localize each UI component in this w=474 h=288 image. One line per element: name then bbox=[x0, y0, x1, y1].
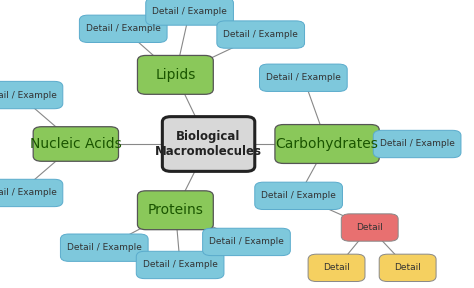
FancyBboxPatch shape bbox=[202, 228, 290, 256]
Text: Detail: Detail bbox=[323, 263, 350, 272]
Text: Detail: Detail bbox=[356, 223, 383, 232]
FancyBboxPatch shape bbox=[259, 64, 347, 92]
FancyBboxPatch shape bbox=[61, 234, 148, 262]
FancyBboxPatch shape bbox=[0, 179, 63, 207]
Text: Nucleic Acids: Nucleic Acids bbox=[30, 137, 122, 151]
Text: Detail / Example: Detail / Example bbox=[0, 188, 56, 198]
Text: Detail / Example: Detail / Example bbox=[86, 24, 161, 33]
FancyBboxPatch shape bbox=[255, 182, 342, 210]
FancyBboxPatch shape bbox=[379, 254, 436, 282]
FancyBboxPatch shape bbox=[0, 81, 63, 109]
Text: Detail / Example: Detail / Example bbox=[143, 260, 218, 270]
FancyBboxPatch shape bbox=[162, 117, 255, 171]
FancyBboxPatch shape bbox=[33, 127, 118, 161]
Text: Detail / Example: Detail / Example bbox=[0, 90, 56, 100]
FancyBboxPatch shape bbox=[137, 55, 213, 94]
FancyBboxPatch shape bbox=[275, 124, 379, 164]
Text: Proteins: Proteins bbox=[147, 203, 203, 217]
Text: Lipids: Lipids bbox=[155, 68, 196, 82]
Text: Detail / Example: Detail / Example bbox=[152, 7, 227, 16]
Text: Biological
Macromolecules: Biological Macromolecules bbox=[155, 130, 262, 158]
FancyBboxPatch shape bbox=[136, 251, 224, 279]
FancyBboxPatch shape bbox=[373, 130, 461, 158]
Text: Detail: Detail bbox=[394, 263, 421, 272]
Text: Detail / Example: Detail / Example bbox=[380, 139, 455, 149]
Text: Detail / Example: Detail / Example bbox=[266, 73, 341, 82]
FancyBboxPatch shape bbox=[146, 0, 233, 25]
FancyBboxPatch shape bbox=[341, 214, 398, 241]
Text: Detail / Example: Detail / Example bbox=[223, 30, 298, 39]
Text: Carbohydrates: Carbohydrates bbox=[275, 137, 379, 151]
Text: Detail / Example: Detail / Example bbox=[261, 191, 336, 200]
Text: Detail / Example: Detail / Example bbox=[209, 237, 284, 247]
FancyBboxPatch shape bbox=[308, 254, 365, 282]
Text: Detail / Example: Detail / Example bbox=[67, 243, 142, 252]
FancyBboxPatch shape bbox=[217, 21, 304, 48]
FancyBboxPatch shape bbox=[79, 15, 167, 42]
FancyBboxPatch shape bbox=[137, 191, 213, 230]
